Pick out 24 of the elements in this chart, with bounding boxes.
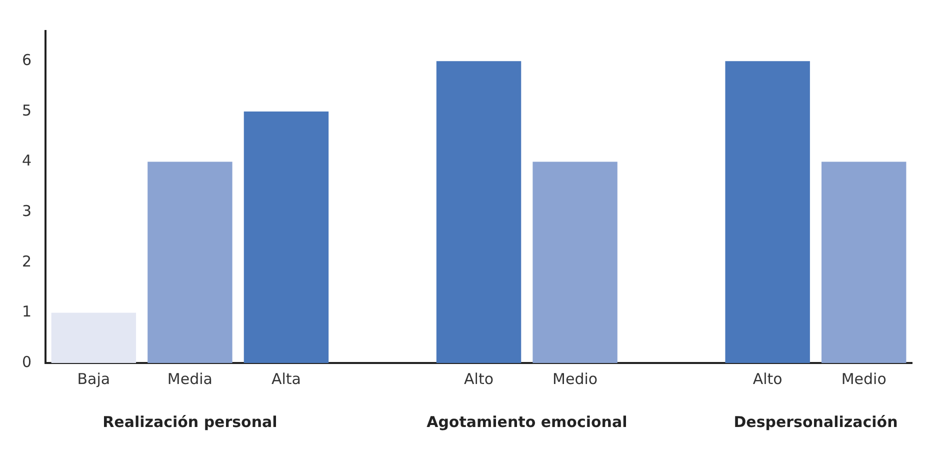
y-tick-label: 3 [22, 202, 32, 220]
y-tick-label: 1 [22, 302, 32, 321]
x-tick-label: Baja [77, 370, 110, 388]
y-tick-label: 2 [22, 252, 32, 270]
y-tick-label: 0 [22, 352, 32, 371]
bar [148, 162, 232, 363]
x-tick-label: Alto [464, 370, 494, 388]
x-tick-label: Media [167, 370, 212, 388]
x-tick-label: Alta [271, 370, 301, 388]
bar [532, 162, 618, 363]
y-tick-label: 4 [22, 152, 32, 170]
x-tick-label: Medio [841, 370, 886, 388]
x-tick-label: Medio [552, 370, 598, 388]
text: Agotamiento emocional [426, 412, 628, 431]
text: Despersonalización [734, 412, 898, 431]
y-tick-label: 5 [22, 101, 32, 120]
bar [822, 162, 906, 363]
y-tick-label: 6 [22, 51, 32, 70]
text: Realización personal [102, 412, 278, 431]
bar [436, 61, 522, 363]
x-tick-label: Alto [752, 370, 782, 388]
bar [244, 111, 329, 363]
bar [51, 312, 136, 363]
bar [725, 61, 810, 363]
